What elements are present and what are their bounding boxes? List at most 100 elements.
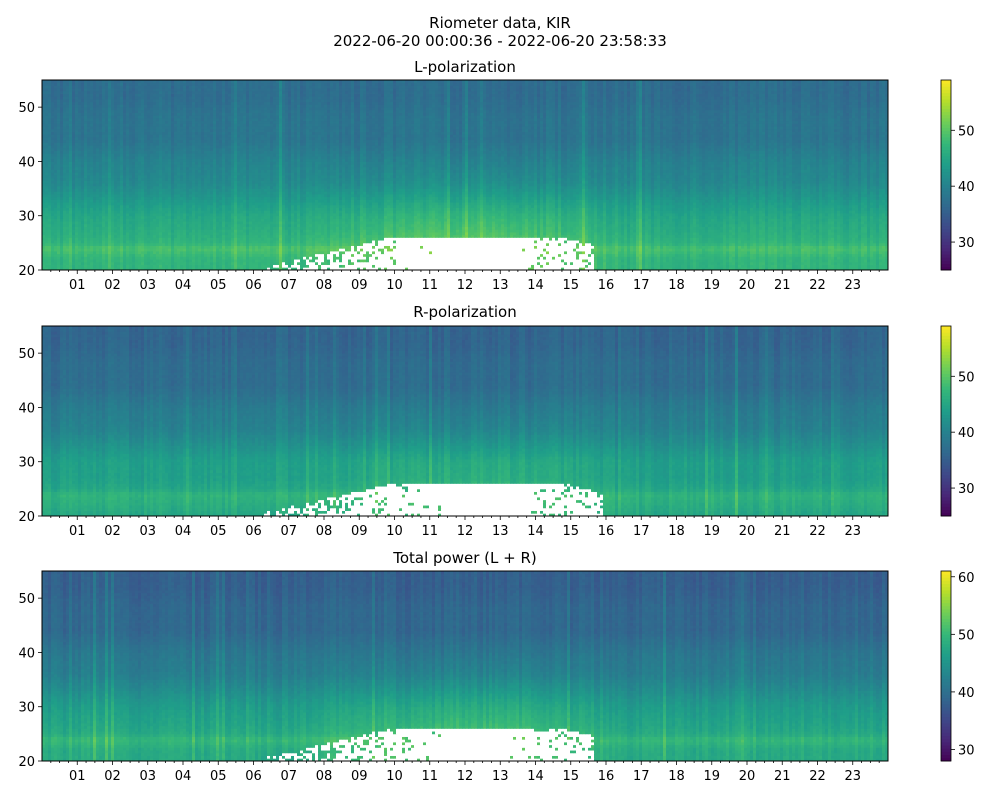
panel-r-polarization: R-polarization 01 02 03 04 05 06 07 08 09 10 11 12 1…: [18, 303, 974, 539]
x-tick-label: 05: [210, 278, 227, 293]
colorbar-tick-label: 50: [958, 370, 975, 385]
y-tick-label: 20: [18, 510, 35, 525]
x-tick-label: 22: [809, 769, 826, 784]
figure-title-line2: 2022-06-20 00:00:36 - 2022-06-20 23:58:3…: [333, 32, 667, 50]
colorbar-tick-label: 50: [958, 628, 975, 643]
colorbar: 30 40 50: [941, 80, 975, 270]
x-tick-label: 04: [175, 769, 192, 784]
heatmap-cells: [42, 80, 888, 270]
y-tick-label: 50: [18, 592, 35, 607]
x-tick-label: 10: [386, 524, 403, 539]
y-tick-label: 20: [18, 264, 35, 279]
x-tick-label: 21: [774, 278, 791, 293]
x-tick-label: 18: [668, 769, 685, 784]
x-tick-label: 15: [562, 769, 579, 784]
y-tick-label: 50: [18, 101, 35, 116]
x-tick-label: 20: [739, 769, 756, 784]
x-tick-label: 19: [703, 769, 720, 784]
x-tick-label: 23: [844, 278, 861, 293]
x-tick-label: 23: [844, 524, 861, 539]
x-tick-label: 02: [104, 524, 121, 539]
x-tick-label: 20: [739, 278, 756, 293]
figure-title-line1: Riometer data, KIR: [429, 14, 571, 32]
x-tick-label: 06: [245, 769, 262, 784]
x-tick-label: 20: [739, 524, 756, 539]
colorbar-tick-label: 40: [958, 686, 975, 701]
x-tick-label: 23: [844, 769, 861, 784]
x-tick-label: 08: [316, 524, 333, 539]
x-tick-label: 21: [774, 769, 791, 784]
x-tick-label: 04: [175, 524, 192, 539]
x-tick-label: 09: [351, 524, 368, 539]
x-tick-label: 02: [104, 278, 121, 293]
colorbar-tick-label: 50: [958, 124, 975, 139]
x-tick-label: 22: [809, 278, 826, 293]
x-tick-label: 16: [598, 524, 615, 539]
x-tick-label: 10: [386, 769, 403, 784]
x-tick-label: 22: [809, 524, 826, 539]
x-tick-label: 07: [280, 278, 297, 293]
x-tick-label: 09: [351, 769, 368, 784]
x-tick-label: 11: [421, 524, 438, 539]
heatmap-cells: [42, 326, 888, 516]
colorbar-tick-label: 30: [958, 743, 975, 758]
x-tick-label: 17: [633, 278, 650, 293]
x-tick-label: 18: [668, 524, 685, 539]
y-tick-label: 20: [18, 755, 35, 770]
x-tick-label: 12: [457, 769, 474, 784]
x-tick-label: 16: [598, 278, 615, 293]
y-tick-label: 50: [18, 347, 35, 362]
x-tick-label: 21: [774, 524, 791, 539]
heatmap-cells: [42, 571, 888, 761]
panel-total-power: Total power (L + R) 01 02 03 04 05 06 07 08 09 10…: [18, 549, 974, 784]
y-tick-label: 40: [18, 646, 35, 661]
x-tick-label: 19: [703, 524, 720, 539]
colorbar-tick-label: 30: [958, 236, 975, 251]
x-tick-label: 14: [527, 278, 544, 293]
y-tick-label: 30: [18, 701, 35, 716]
x-tick-label: 01: [69, 524, 86, 539]
y-tick-label: 40: [18, 401, 35, 416]
x-tick-label: 19: [703, 278, 720, 293]
x-tick-label: 04: [175, 278, 192, 293]
x-tick-label: 09: [351, 278, 368, 293]
x-tick-label: 03: [139, 278, 156, 293]
x-tick-label: 03: [139, 524, 156, 539]
x-tick-label: 13: [492, 769, 509, 784]
x-tick-label: 03: [139, 769, 156, 784]
x-tick-label: 16: [598, 769, 615, 784]
colorbar-tick-label: 40: [958, 180, 975, 195]
x-tick-label: 07: [280, 524, 297, 539]
x-tick-label: 14: [527, 524, 544, 539]
colorbar-tick-label: 60: [958, 571, 975, 586]
x-tick-label: 02: [104, 769, 121, 784]
colorbar: 30 40 50 60: [941, 571, 975, 762]
colorbar-tick-label: 30: [958, 482, 975, 497]
x-tick-label: 05: [210, 769, 227, 784]
x-tick-label: 01: [69, 278, 86, 293]
x-tick-label: 12: [457, 278, 474, 293]
x-tick-label: 13: [492, 524, 509, 539]
x-tick-label: 08: [316, 769, 333, 784]
y-tick-label: 30: [18, 210, 35, 225]
panel-title: R-polarization: [413, 303, 516, 321]
x-tick-label: 15: [562, 278, 579, 293]
x-tick-label: 06: [245, 524, 262, 539]
x-tick-label: 11: [421, 278, 438, 293]
x-tick-label: 06: [245, 278, 262, 293]
x-tick-label: 01: [69, 769, 86, 784]
x-tick-label: 07: [280, 769, 297, 784]
x-tick-label: 13: [492, 278, 509, 293]
x-tick-label: 17: [633, 524, 650, 539]
x-tick-label: 12: [457, 524, 474, 539]
x-tick-label: 17: [633, 769, 650, 784]
x-tick-label: 08: [316, 278, 333, 293]
x-tick-label: 18: [668, 278, 685, 293]
x-tick-label: 11: [421, 769, 438, 784]
x-tick-label: 14: [527, 769, 544, 784]
panel-title: L-polarization: [414, 58, 516, 76]
x-tick-label: 05: [210, 524, 227, 539]
panel-title: Total power (L + R): [392, 549, 537, 567]
x-tick-label: 10: [386, 278, 403, 293]
